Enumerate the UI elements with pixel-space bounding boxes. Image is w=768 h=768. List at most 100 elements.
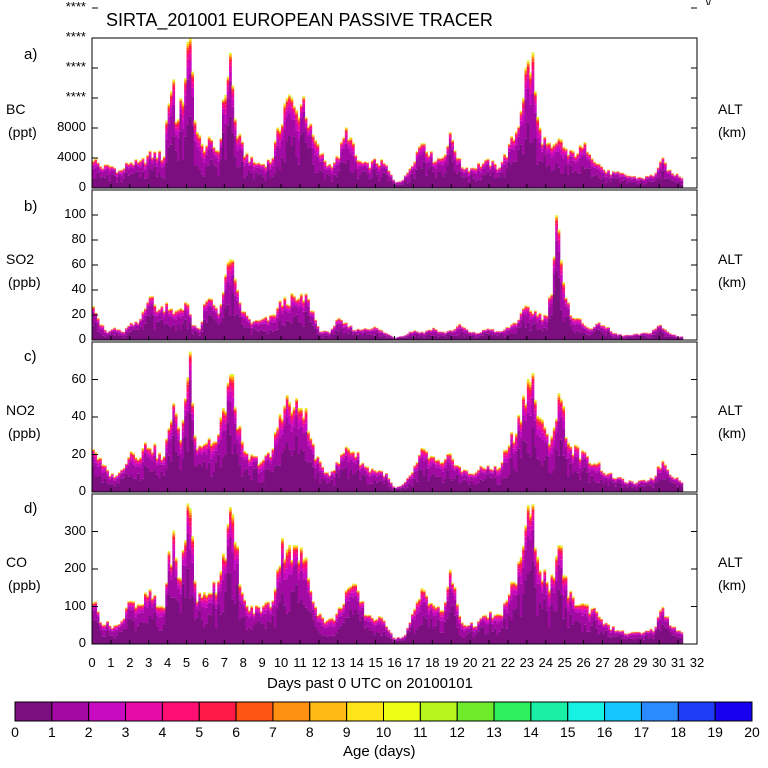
bar-segment bbox=[233, 282, 237, 284]
bar-segment bbox=[262, 330, 265, 340]
bar-segment bbox=[146, 304, 150, 306]
bar-segment bbox=[543, 155, 547, 188]
bar-segment bbox=[127, 165, 131, 167]
bar-segment bbox=[285, 101, 289, 103]
bar-segment bbox=[198, 331, 202, 336]
bar-segment bbox=[321, 333, 324, 338]
bar-segment bbox=[373, 159, 376, 161]
bar-segment bbox=[562, 147, 566, 149]
bar-segment bbox=[174, 129, 178, 135]
bar-segment bbox=[151, 170, 154, 188]
bar-segment bbox=[113, 329, 117, 330]
bar-segment bbox=[451, 146, 454, 150]
bar-segment bbox=[548, 152, 551, 165]
bar-segment bbox=[273, 173, 277, 188]
bar-segment bbox=[125, 165, 128, 167]
bar-segment bbox=[399, 337, 402, 340]
bar-segment bbox=[446, 147, 450, 149]
bar-segment bbox=[174, 127, 178, 130]
bar-segment bbox=[392, 337, 395, 339]
bar-segment bbox=[113, 335, 117, 340]
bar-segment bbox=[588, 158, 592, 161]
bar-segment bbox=[273, 144, 277, 146]
bar-segment bbox=[536, 123, 540, 127]
bar-segment bbox=[366, 331, 369, 335]
bar-segment bbox=[276, 145, 280, 167]
bar-segment bbox=[226, 268, 230, 271]
bar-segment bbox=[536, 164, 540, 188]
bar-segment bbox=[281, 308, 284, 311]
bar-segment bbox=[522, 103, 525, 106]
bar-segment bbox=[115, 182, 119, 188]
bar-segment bbox=[257, 164, 261, 167]
bar-segment bbox=[429, 335, 433, 340]
bar-segment bbox=[288, 308, 291, 310]
bar-segment bbox=[141, 312, 145, 314]
bar-segment bbox=[290, 297, 294, 300]
bar-segment bbox=[224, 275, 228, 277]
bar-segment bbox=[229, 315, 232, 340]
bar-segment bbox=[285, 102, 289, 105]
bar-segment bbox=[125, 172, 128, 188]
bar-segment bbox=[226, 274, 230, 282]
bar-segment bbox=[385, 168, 388, 175]
bar-segment bbox=[510, 144, 514, 149]
bar-segment bbox=[481, 166, 485, 169]
bar-segment bbox=[245, 155, 249, 156]
bar-segment bbox=[307, 128, 310, 130]
bar-segment bbox=[396, 337, 400, 338]
bar-segment bbox=[193, 133, 197, 141]
bar-segment bbox=[583, 146, 587, 148]
bar-segment bbox=[477, 334, 480, 337]
bar-segment bbox=[304, 295, 308, 296]
bar-segment bbox=[444, 159, 447, 163]
bar-segment bbox=[507, 146, 511, 148]
bar-segment bbox=[146, 305, 150, 309]
bar-segment bbox=[349, 172, 353, 188]
bar-segment bbox=[132, 325, 135, 326]
bar-segment bbox=[271, 165, 275, 177]
bar-segment bbox=[302, 301, 306, 303]
bar-segment bbox=[463, 329, 466, 330]
bar-segment bbox=[195, 133, 199, 135]
bar-segment bbox=[243, 156, 247, 158]
bar-segment bbox=[375, 329, 379, 330]
bar-segment bbox=[382, 167, 386, 173]
bar-segment bbox=[278, 301, 282, 303]
bar-segment bbox=[474, 181, 478, 188]
bar-segment bbox=[481, 165, 485, 167]
bar-segment bbox=[229, 53, 232, 55]
bar-segment bbox=[134, 165, 138, 173]
bar-segment bbox=[245, 155, 249, 158]
bar-segment bbox=[139, 165, 143, 168]
bar-segment bbox=[548, 149, 551, 153]
bar-segment bbox=[333, 327, 336, 330]
bar-segment bbox=[448, 331, 452, 332]
bar-segment bbox=[309, 125, 313, 126]
bar-segment bbox=[616, 172, 620, 174]
bar-segment bbox=[671, 175, 674, 177]
bar-segment bbox=[415, 153, 419, 155]
bar-segment bbox=[385, 334, 388, 336]
bar-segment bbox=[425, 331, 428, 333]
bar-segment bbox=[455, 158, 459, 160]
bar-segment bbox=[406, 334, 410, 336]
bar-segment bbox=[99, 168, 102, 170]
bar-segment bbox=[335, 157, 339, 158]
bar-segment bbox=[380, 176, 384, 188]
bar-segment bbox=[507, 151, 511, 162]
bar-segment bbox=[96, 319, 100, 320]
bar-segment bbox=[437, 159, 440, 160]
bar-segment bbox=[380, 167, 384, 177]
bar-segment bbox=[269, 329, 273, 340]
bar-segment bbox=[231, 274, 235, 293]
bar-segment bbox=[503, 177, 506, 188]
bar-segment bbox=[96, 163, 100, 165]
bar-segment bbox=[526, 60, 530, 62]
bar-segment bbox=[115, 330, 119, 332]
bar-segment bbox=[177, 119, 180, 121]
bar-segment bbox=[304, 294, 308, 296]
bar-segment bbox=[299, 105, 303, 107]
bar-segment bbox=[375, 168, 379, 175]
bar-segment bbox=[179, 314, 183, 318]
